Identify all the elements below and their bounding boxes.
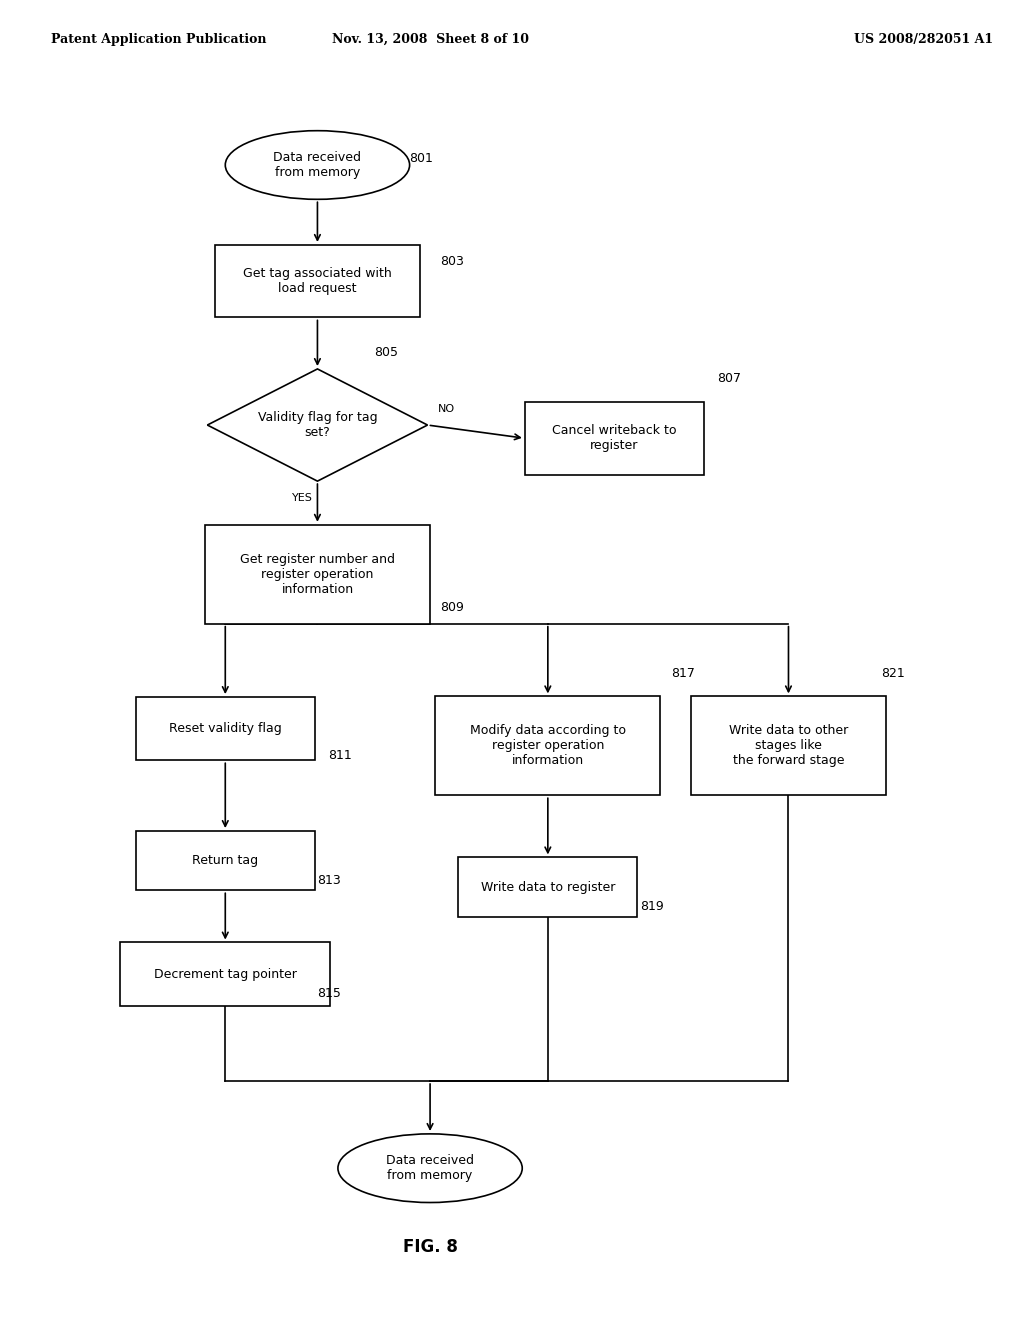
Text: Modify data according to
register operation
information: Modify data according to register operat… <box>470 725 626 767</box>
Text: Write data to other
stages like
the forward stage: Write data to other stages like the forw… <box>729 725 848 767</box>
Text: FIG. 8: FIG. 8 <box>402 1238 458 1257</box>
Ellipse shape <box>338 1134 522 1203</box>
FancyBboxPatch shape <box>135 832 315 891</box>
Text: 815: 815 <box>317 987 341 1001</box>
Text: Decrement tag pointer: Decrement tag pointer <box>154 968 297 981</box>
FancyBboxPatch shape <box>524 401 705 474</box>
Text: 813: 813 <box>317 874 341 887</box>
Text: US 2008/282051 A1: US 2008/282051 A1 <box>854 33 993 46</box>
Text: YES: YES <box>292 492 312 503</box>
Text: Cancel writeback to
register: Cancel writeback to register <box>552 424 677 453</box>
Text: 803: 803 <box>440 255 464 268</box>
FancyBboxPatch shape <box>459 858 637 916</box>
Text: Write data to register: Write data to register <box>480 880 615 894</box>
Text: 821: 821 <box>881 667 904 680</box>
Text: Data received
from memory: Data received from memory <box>273 150 361 180</box>
Text: Return tag: Return tag <box>193 854 258 867</box>
Polygon shape <box>207 368 428 480</box>
Text: Validity flag for tag
set?: Validity flag for tag set? <box>258 411 377 440</box>
Text: Nov. 13, 2008  Sheet 8 of 10: Nov. 13, 2008 Sheet 8 of 10 <box>332 33 528 46</box>
FancyBboxPatch shape <box>135 697 315 760</box>
FancyBboxPatch shape <box>435 697 660 795</box>
FancyBboxPatch shape <box>215 244 420 317</box>
Text: Reset validity flag: Reset validity flag <box>169 722 282 735</box>
Text: Data received
from memory: Data received from memory <box>386 1154 474 1183</box>
Text: 811: 811 <box>328 748 351 762</box>
Text: 809: 809 <box>440 601 464 614</box>
Text: 817: 817 <box>671 667 694 680</box>
Text: 805: 805 <box>374 346 397 359</box>
Text: Get tag associated with
load request: Get tag associated with load request <box>243 267 392 296</box>
Ellipse shape <box>225 131 410 199</box>
Text: Get register number and
register operation
information: Get register number and register operati… <box>240 553 395 595</box>
FancyBboxPatch shape <box>691 697 886 795</box>
Text: 819: 819 <box>640 900 664 913</box>
FancyBboxPatch shape <box>205 525 430 624</box>
Text: NO: NO <box>438 404 455 414</box>
Text: Patent Application Publication: Patent Application Publication <box>51 33 266 46</box>
FancyBboxPatch shape <box>121 942 330 1006</box>
Text: 801: 801 <box>410 152 433 165</box>
Text: 807: 807 <box>717 372 740 385</box>
